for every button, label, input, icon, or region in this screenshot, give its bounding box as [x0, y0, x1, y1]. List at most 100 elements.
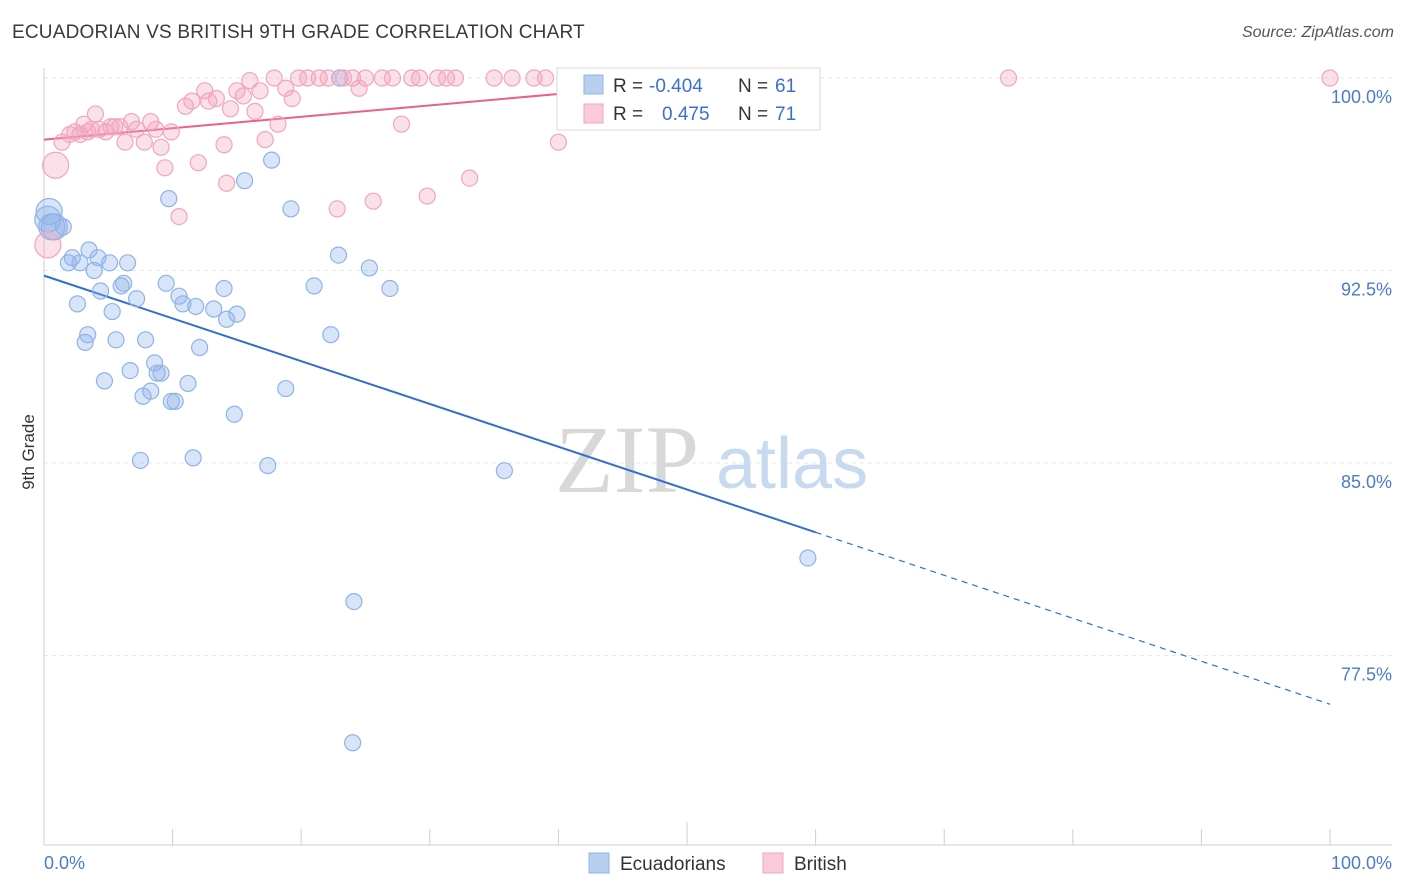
data-point [310, 69, 328, 87]
data-point [71, 254, 89, 272]
data-point [35, 197, 63, 226]
data-point [183, 92, 201, 110]
data-point [263, 151, 281, 169]
data-point [241, 71, 259, 90]
data-point [166, 392, 184, 410]
chart-source: Source: ZipAtlas.com [1241, 24, 1394, 41]
data-point [277, 379, 295, 398]
data-point [152, 138, 170, 156]
data-point [221, 100, 240, 118]
data-point [187, 297, 205, 316]
data-point [160, 190, 178, 208]
data-point [356, 69, 375, 87]
data-point [215, 279, 233, 298]
data-point [205, 300, 223, 318]
data-point [162, 392, 180, 410]
data-point [162, 123, 180, 141]
data-point [54, 218, 72, 236]
data-point [999, 69, 1018, 87]
data-point [135, 133, 153, 151]
data-point [184, 449, 202, 467]
legend-r-label-1: R = [613, 76, 643, 97]
data-point [799, 549, 817, 567]
data-point [461, 169, 479, 187]
legend-swatch-british [583, 103, 604, 124]
trend-line-ecuadorians [43, 274, 816, 534]
data-point [191, 338, 209, 357]
data-point [100, 254, 119, 272]
data-point [256, 131, 274, 149]
trend-extension-ecuadorians [815, 531, 1331, 705]
chart-title: ECUADORIAN VS BRITISH 9TH GRADE CORRELAT… [12, 22, 585, 43]
data-point [364, 192, 382, 210]
data-point [322, 326, 340, 344]
data-point [344, 734, 362, 752]
data-point [392, 115, 411, 133]
x-tick-max: 100.0% [1331, 853, 1392, 873]
data-point [265, 69, 283, 87]
data-point [102, 118, 120, 136]
stats-legend: R = -0.404 N = 61 R = 0.475 N = 71 [556, 67, 821, 131]
axes: 100.0% 92.5% 85.0% 77.5% [43, 68, 1392, 846]
data-point [116, 133, 134, 151]
data-point [218, 174, 236, 192]
data-point [360, 259, 378, 277]
data-point [121, 362, 139, 380]
legend-n-value-2: 71 [775, 104, 796, 125]
data-point [329, 246, 348, 264]
y-tick-label: 85.0% [1341, 472, 1392, 492]
data-point [68, 295, 87, 313]
data-point [381, 279, 399, 298]
data-point [112, 277, 130, 295]
data-point [446, 69, 465, 87]
legend-r-value-2: 0.475 [662, 104, 710, 125]
legend-swatch-british-bottom [762, 852, 784, 874]
data-point [170, 287, 188, 305]
y-tick-label: 92.5% [1341, 280, 1392, 300]
data-point [418, 187, 436, 205]
legend-r-value-1: -0.404 [649, 76, 703, 97]
data-point [1321, 69, 1339, 87]
gridlines [44, 77, 1392, 656]
data-point [118, 254, 137, 272]
legend-swatch-ecuadorians [583, 74, 604, 95]
watermark-zip: ZIP [555, 406, 699, 513]
data-point [157, 274, 175, 292]
y-tick-label: 77.5% [1341, 665, 1392, 685]
data-point [179, 374, 197, 393]
data-point [251, 82, 269, 100]
y-axis-label: 9th Grade [19, 414, 38, 490]
data-point [234, 87, 252, 105]
data-point [207, 89, 225, 108]
data-point [41, 151, 70, 179]
x-tick-min: 0.0% [44, 853, 85, 873]
legend-swatch-ecuadorians-bottom [588, 852, 610, 874]
data-point [437, 69, 456, 87]
data-point [495, 462, 513, 480]
y-tick-label: 100.0% [1331, 87, 1392, 107]
data-point [269, 115, 287, 133]
data-point [106, 118, 124, 136]
data-point [277, 79, 295, 97]
data-point [127, 290, 146, 308]
data-point [79, 326, 97, 344]
data-point [215, 136, 233, 154]
legend-n-label-2: N = [738, 104, 768, 125]
data-point [290, 69, 308, 87]
data-point [428, 69, 447, 87]
data-point [174, 295, 192, 313]
data-point [485, 69, 503, 87]
data-point [344, 69, 362, 87]
data-point [549, 133, 568, 151]
data-point [85, 261, 103, 280]
data-point [142, 382, 160, 400]
data-point [246, 102, 264, 120]
legend-n-value-1: 61 [775, 76, 796, 97]
data-point [236, 172, 254, 190]
legend-r-label-2: R = [613, 104, 643, 125]
data-point [503, 69, 521, 87]
watermark-atlas: atlas [716, 424, 868, 504]
series-ecuadorians [34, 69, 817, 752]
data-point [410, 69, 429, 87]
